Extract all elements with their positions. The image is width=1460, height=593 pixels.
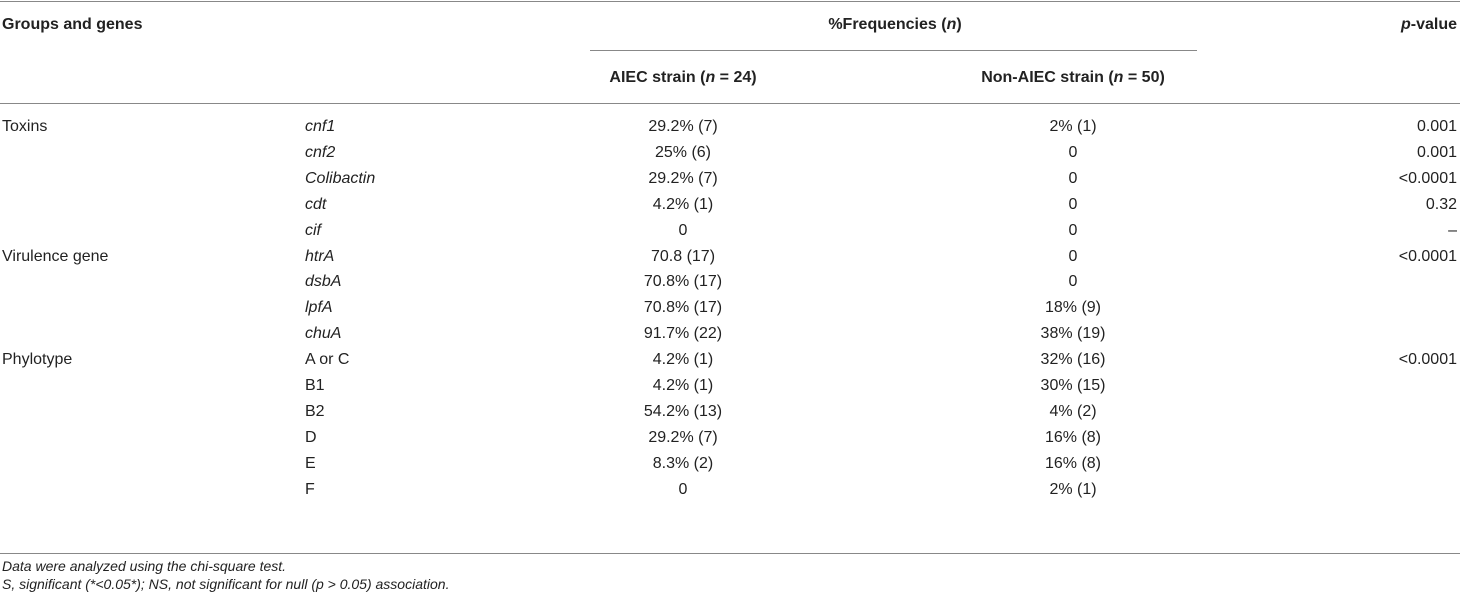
- header-text: -value: [1410, 16, 1457, 33]
- non-aiec-value: 38% (19): [1040, 325, 1106, 343]
- non-aiec-value: 0: [1068, 221, 1078, 239]
- gene: htrA: [305, 247, 335, 265]
- p-value: <0.0001: [1398, 169, 1457, 187]
- gene: B2: [305, 402, 325, 420]
- aiec-value: 29.2% (7): [648, 118, 718, 135]
- header-text: AIEC strain (: [609, 69, 706, 86]
- gene: A or C: [305, 351, 350, 369]
- p-value: <0.0001: [1398, 247, 1457, 265]
- aiec-value: 8.3% (2): [652, 454, 714, 472]
- header-text: p: [1400, 16, 1411, 33]
- p-value: –: [1448, 221, 1457, 239]
- aiec-value: 0: [678, 480, 688, 498]
- header-text: %Frequencies (: [828, 16, 947, 33]
- aiec-value: 4.2% (1): [652, 377, 714, 394]
- note: S, significant (*<0.05*); NS, not signif…: [2, 576, 450, 592]
- non-aiec-value: 0: [1068, 143, 1078, 161]
- gene: dsbA: [305, 273, 342, 291]
- header-p-value: p-value: [1401, 15, 1457, 35]
- aiec-value: 70.8% (17): [643, 273, 723, 291]
- non-aiec-value: 2% (1): [1049, 118, 1097, 135]
- non-aiec-value: 18% (9): [1044, 299, 1102, 317]
- header-text: Non-AIEC strain (: [981, 69, 1114, 86]
- header-text: = 50): [1123, 69, 1165, 86]
- note: Data were analyzed using the chi-square …: [2, 558, 287, 574]
- header-group: Groups and genes: [2, 16, 143, 33]
- header-aiec: AIEC strain (n = 24): [609, 68, 756, 88]
- non-aiec-value: 0: [1068, 247, 1078, 265]
- aiec-value: 91.7% (22): [643, 325, 723, 343]
- header-text: n: [946, 16, 957, 33]
- gene: cnf2: [305, 143, 336, 161]
- group-name: Virulence gene: [2, 247, 109, 265]
- gene: cdt: [305, 195, 327, 213]
- header-text: ): [956, 16, 962, 33]
- sub-rule: [590, 50, 1197, 51]
- header-frequencies: %Frequencies (n): [828, 15, 961, 35]
- gene: chuA: [305, 325, 342, 343]
- bottom-rule: [0, 553, 1460, 554]
- header-text: n: [1113, 69, 1124, 86]
- non-aiec-value: 16% (8): [1044, 454, 1102, 472]
- non-aiec-value: 0: [1068, 169, 1078, 187]
- non-aiec-value: 0: [1068, 195, 1078, 213]
- p-value: 0.001: [1416, 143, 1457, 161]
- gene: D: [305, 428, 317, 446]
- gene: cif: [305, 221, 321, 239]
- non-aiec-value: 16% (8): [1044, 428, 1102, 446]
- non-aiec-value: 4% (2): [1049, 402, 1097, 420]
- header-text: n: [705, 69, 716, 86]
- gene: lpfA: [305, 299, 333, 317]
- header-text: = 24): [715, 69, 757, 86]
- aiec-value: 70.8 (17): [650, 247, 716, 265]
- group-name: Phylotype: [2, 351, 73, 369]
- aiec-value: 29.2% (7): [648, 428, 718, 446]
- p-value: <0.0001: [1398, 351, 1457, 369]
- gene: cnf1: [305, 118, 336, 135]
- aiec-value: 0: [678, 221, 688, 239]
- non-aiec-value: 2% (1): [1049, 480, 1097, 498]
- header-non-aiec: Non-AIEC strain (n = 50): [981, 68, 1165, 88]
- aiec-value: 25% (6): [654, 143, 712, 161]
- aiec-value: 54.2% (13): [643, 402, 723, 420]
- non-aiec-value: 30% (15): [1040, 377, 1106, 394]
- top-rule: [0, 1, 1460, 2]
- p-value: 0.32: [1425, 195, 1457, 213]
- aiec-value: 29.2% (7): [648, 169, 718, 187]
- gene: B1: [305, 377, 325, 394]
- group-name: Toxins: [2, 118, 48, 135]
- non-aiec-value: 32% (16): [1040, 351, 1106, 369]
- aiec-value: 70.8% (17): [643, 299, 723, 317]
- p-value: 0.001: [1416, 118, 1457, 135]
- gene: Colibactin: [305, 169, 376, 187]
- aiec-value: 4.2% (1): [652, 195, 714, 213]
- header-rule: [0, 103, 1460, 104]
- non-aiec-value: 0: [1068, 273, 1078, 291]
- gene: F: [305, 480, 315, 498]
- gene: E: [305, 454, 316, 472]
- aiec-value: 4.2% (1): [652, 351, 714, 369]
